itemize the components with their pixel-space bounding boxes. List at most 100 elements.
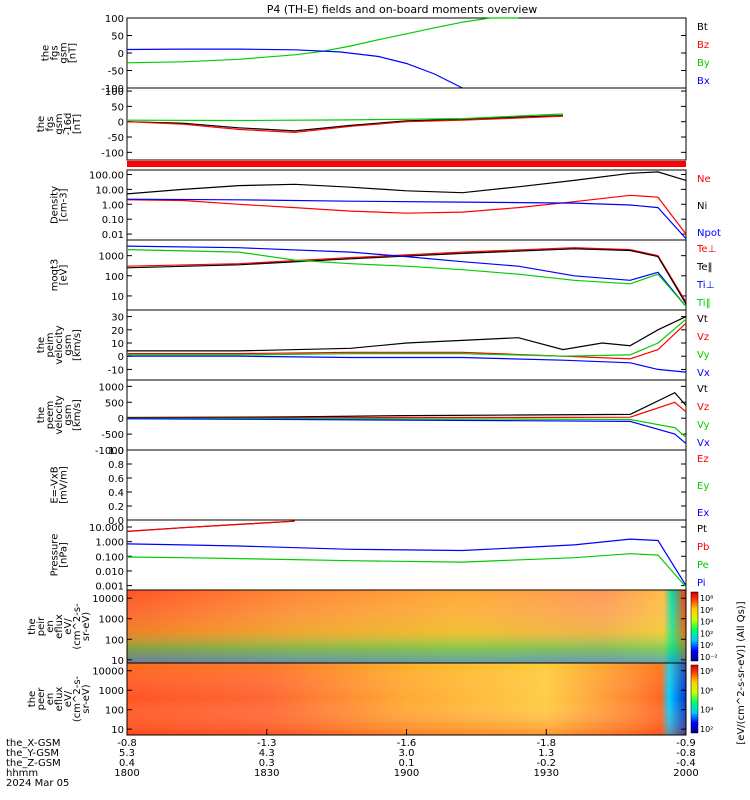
spectrogram-shade [127, 590, 686, 663]
legend-entry: Npot [697, 228, 721, 239]
y-tick-label: 0.100 [95, 552, 124, 563]
y-axis-label: Pressure [50, 534, 61, 577]
colorbar-peer-eflux [690, 664, 699, 734]
y-axis-label: the [41, 45, 52, 61]
y-tick-label: 0.6 [108, 474, 124, 485]
colorbar-tick: 10⁰ [700, 641, 713, 650]
y-axis-label: sr-eV) [81, 684, 92, 713]
series-line-Vy [127, 318, 687, 357]
y-axis-label: fgs [50, 45, 61, 60]
y-tick-label: 0 [118, 118, 124, 129]
plot-title: P4 (TH-E) fields and on-board moments ov… [267, 3, 538, 16]
legend-entry: Vy [697, 420, 710, 431]
y-tick-label: 20 [111, 326, 124, 337]
y-axis-label: [km/s] [72, 329, 83, 361]
y-axis-label: en [45, 693, 56, 706]
legend-entry: Ex [697, 508, 709, 519]
x-tick-label: 0.3 [259, 758, 275, 769]
y-tick-label: 1.000 [95, 538, 124, 549]
colorbar-tick: 10² [700, 725, 713, 734]
y-axis-label: eflux [54, 614, 65, 639]
x-tick-label: 1.3 [538, 748, 554, 759]
y-axis-label: -16d [63, 113, 74, 136]
y-axis-label: E=-VxB [50, 466, 61, 503]
series-line-Bx [126, 48, 463, 89]
y-axis-label: peer [36, 687, 47, 711]
x-tick-label: -0.4 [676, 758, 696, 769]
series-line-Ti‖ [126, 249, 687, 307]
y-tick-label: 0 [118, 49, 124, 60]
x-row-label: the_Y-GSM [6, 748, 59, 759]
legend-entry: Pb [697, 542, 709, 553]
y-axis-label: the [36, 337, 47, 353]
y-tick-label: 1.0 [108, 446, 124, 457]
series-line-By [126, 17, 519, 64]
spectrogram-shade [127, 663, 686, 735]
x-tick-label: 1830 [254, 768, 279, 779]
colorbar-tick: 10⁶ [700, 606, 713, 615]
series-line-Ni [126, 171, 687, 195]
y-axis-label: gsm [63, 404, 74, 425]
legend-entry: Vz [697, 332, 709, 343]
series-line-Bt [126, 115, 564, 132]
y-tick-label: 1000 [99, 382, 124, 393]
y-tick-label: 0.0 [108, 516, 124, 527]
y-tick-label: 0.01 [102, 230, 124, 241]
panel-frame [126, 519, 687, 591]
y-tick-label: 100 [105, 87, 124, 98]
y-tick-label: -50 [108, 133, 124, 144]
series-line-Bz [126, 115, 564, 134]
panel-peem-velocity: 1000 500 0 -500 -1000 thepeemvelocitygsm[km/s… [36, 379, 710, 457]
series-line-Ti⊥ [126, 245, 687, 307]
legend-entry: Te‖ [696, 262, 713, 273]
x-row-label: the_X-GSM [6, 738, 60, 749]
y-tick-label: 10000 [92, 594, 124, 605]
y-axis-label: [km/s] [72, 399, 83, 431]
y-axis-label: fgs [45, 116, 56, 131]
legend-entry: Pe [697, 560, 709, 571]
y-tick-label: 0 [118, 352, 124, 363]
y-tick-label: 1000 [99, 686, 124, 697]
y-tick-label: 10 [111, 725, 124, 736]
series-line-Vy [127, 417, 687, 438]
y-tick-label: 0 [118, 414, 124, 425]
series-line-Vx [127, 355, 687, 373]
y-axis-label: peir [36, 616, 47, 636]
panel-frame [126, 239, 687, 311]
y-tick-label: 10000 [92, 667, 124, 678]
legend-entry: Vt [697, 314, 708, 325]
y-axis-label: [nT] [72, 114, 83, 134]
panel-frame [126, 87, 687, 161]
y-tick-label: 500 [105, 398, 124, 409]
colorbar-label: [eV/(cm^2-s-sr-eV)] (All Qs)] [736, 601, 747, 744]
panel-frame [126, 169, 687, 241]
y-tick-label: 0.010 [95, 567, 124, 578]
legend-entry: Bz [697, 40, 709, 51]
legend-entry: Bx [697, 76, 710, 87]
x-tick-label: -1.8 [536, 738, 556, 749]
legend-entry: By [697, 58, 710, 69]
panel-frame [126, 17, 687, 89]
x-tick-label: -0.2 [536, 758, 556, 769]
y-axis-label: moqt3 [50, 259, 61, 292]
y-tick-label: 1000 [99, 252, 124, 263]
y-axis-label: the [27, 618, 38, 634]
legend-entry: Vt [697, 384, 708, 395]
y-axis-label: eflux [54, 687, 65, 712]
y-axis-label: [nT] [68, 43, 79, 63]
x-axis-date: 2024 Mar 05 [6, 778, 69, 789]
y-tick-label: 50 [111, 102, 124, 113]
legend-entry: Ne [697, 174, 711, 185]
series-line-Vx [126, 418, 687, 445]
series-line-Te⊥ [126, 247, 687, 303]
y-tick-label: 1.00 [102, 200, 124, 211]
panel-temperature: 1000 100 10 moqt3[eV] Te⊥ Te‖ Ti⊥ Ti‖ [50, 239, 716, 311]
y-tick-label: 50 [111, 32, 124, 43]
y-axis-label: (cm^2-s- [72, 603, 83, 650]
y-tick-label: 0.2 [108, 502, 124, 513]
series-line-Vt [127, 316, 687, 352]
y-axis-label: the [27, 691, 38, 707]
